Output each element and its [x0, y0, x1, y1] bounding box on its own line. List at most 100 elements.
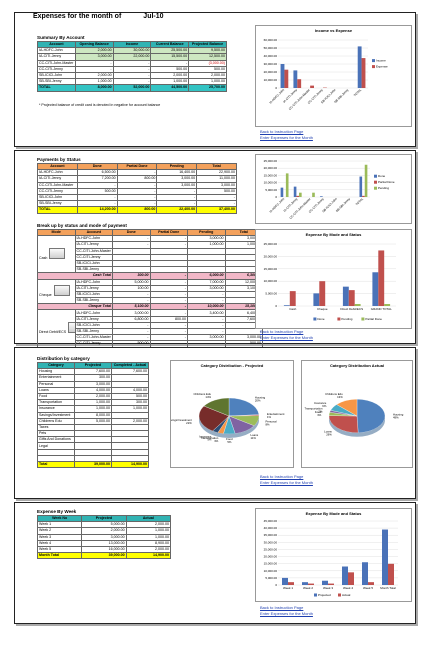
bar	[284, 69, 289, 88]
pie-label: Savings/Investment	[171, 418, 192, 422]
back-link[interactable]: Back to Instruction Page	[260, 129, 304, 134]
legend-label: Done	[317, 317, 325, 321]
pie-label: Insurance	[199, 434, 212, 438]
x-tick-label: Cash	[289, 307, 296, 311]
pie-depth	[199, 416, 259, 438]
pie-percent: 26%	[326, 432, 332, 436]
mode-label: Cash	[39, 255, 48, 260]
group-total-row: Cash Total 300.00-6,000.00 6,300.00	[37, 272, 263, 280]
table-header: Mode Account Done Partial Done Pending Total	[37, 228, 263, 237]
table-cell: CC-CITI-John-Master	[74, 334, 113, 342]
x-tick-label: TOTAL	[353, 88, 363, 98]
y-tick-label: 25,000.00	[264, 242, 278, 246]
y-tick-label: 40,000.00	[264, 54, 278, 58]
pie-label: Food	[226, 437, 233, 441]
legend-swatch	[361, 317, 365, 321]
legend-swatch	[338, 593, 341, 597]
pie-depth	[329, 416, 385, 437]
back-link[interactable]: Back to Instruction Page	[260, 474, 304, 479]
category-section: Distribution by category Category Project…	[14, 347, 416, 499]
bar	[285, 173, 289, 197]
table-row: Direct Debit/ECS IA-HDFC-John 3,000.00-3,4…	[37, 309, 263, 348]
y-tick-label: 15,000.00	[264, 173, 278, 177]
mode-cell: Cheque	[37, 278, 76, 305]
x-tick-label: Month Total	[380, 586, 396, 590]
pie-label: Loans	[250, 433, 258, 437]
pie-label: Insurance	[314, 401, 327, 405]
pie-label: Childrens Edu	[325, 392, 343, 396]
report-title: Expenses for the month of Jul-10	[33, 13, 164, 20]
y-tick-label: 10,000.00	[264, 279, 278, 283]
y-tick-label: 40,000.00	[264, 526, 278, 530]
y-tick-label: 50,000.00	[264, 46, 278, 50]
status-table: Account Done Partial Done Pending Total IA-HD…	[37, 162, 237, 214]
table-cell: Completed - Actual	[111, 361, 149, 370]
pie-slice	[228, 397, 260, 417]
x-tick-label: Direct Debit/ECS	[340, 307, 363, 311]
week-title: Expense By Week	[37, 509, 77, 514]
y-tick-label: 5,000.00	[265, 188, 277, 192]
y-tick-label: 20,000.00	[264, 166, 278, 170]
legend-label: Actual	[342, 593, 351, 597]
pie-slice	[356, 399, 386, 433]
pie-percent: 8%	[266, 423, 271, 427]
table-row: CC-CITI-John-Master - -3,000.00 3,000.00	[37, 181, 237, 189]
pie-slice	[328, 415, 359, 433]
bar	[378, 250, 385, 306]
actual-pie-chart: Category Distribution Actual Housing 49% L…	[301, 360, 413, 468]
payment-mode-icon	[53, 284, 70, 296]
y-tick-label: 10,000.00	[264, 181, 278, 185]
pie-label: Personal	[266, 420, 277, 424]
legend-swatch	[372, 59, 375, 63]
table-cell: CC-CITI-John-Master	[37, 181, 78, 189]
enter-link[interactable]: Enter Expenses for the Month	[260, 335, 313, 340]
y-tick-label: 20,000.00	[264, 555, 278, 559]
pie-label: Childrens Edu	[193, 392, 211, 396]
back-link[interactable]: Back to Instruction Page	[260, 329, 304, 334]
pie-percent: 49%	[393, 416, 399, 420]
y-tick-label: 30,000.00	[264, 62, 278, 66]
legend-swatch	[313, 317, 317, 321]
pie-percent: 3%	[207, 437, 212, 441]
pie-label: Transportation	[305, 407, 323, 411]
pie-percent: 20%	[255, 398, 261, 402]
legend-label: Expense	[376, 65, 388, 69]
enter-link[interactable]: Enter Expenses for the Month	[260, 480, 313, 485]
enter-link[interactable]: Enter Expenses for the Month	[260, 135, 313, 140]
status-section: Payments by Status Account Done Partial Do…	[14, 150, 416, 360]
mode-label: Cheque	[39, 292, 52, 297]
x-tick-label: GRAND TOTAL	[371, 307, 392, 311]
table-cell: Opening Balance	[74, 40, 114, 49]
table-cell: 39,000.00	[81, 552, 127, 560]
y-tick-label: 0	[275, 195, 277, 199]
enter-link[interactable]: Enter Expenses for the Month	[260, 611, 313, 616]
pie-label: Housing	[255, 395, 266, 399]
table-cell: 52,000.00	[112, 84, 152, 92]
pie-label: Entertainment	[267, 412, 285, 416]
projected-pie-chart: Category Distribution - Projected Housin…	[167, 360, 294, 468]
bar	[302, 582, 308, 585]
bar	[362, 562, 368, 585]
table-cell: TOTAL	[37, 84, 76, 92]
y-tick-label: 0	[275, 86, 277, 90]
table-cell: 37,400.00	[196, 206, 237, 214]
bar	[289, 291, 296, 306]
bar	[312, 192, 315, 197]
table-cell: 14,900.00	[125, 552, 172, 560]
bar	[293, 186, 297, 197]
pie-percent: 5%	[227, 440, 232, 444]
legend-swatch	[337, 317, 341, 321]
legend-label: Income	[376, 59, 386, 63]
income-expense-chart: Income vs Expense 0 10,000.00 20,000.00 30,…	[255, 25, 412, 127]
pie-slice	[198, 405, 230, 432]
legend-label: Pending	[341, 317, 352, 321]
week-chart: Expense By Mode and Status 0 5,000.00 10,0…	[255, 508, 412, 602]
y-tick-label: 30,000.00	[264, 540, 278, 544]
table-cell: Projected Balance	[188, 40, 227, 49]
bar	[359, 176, 363, 197]
payment-mode-icon	[68, 322, 75, 333]
y-tick-label: 5,000.00	[265, 576, 277, 580]
bar	[322, 580, 328, 585]
back-link[interactable]: Back to Instruction Page	[260, 605, 304, 610]
